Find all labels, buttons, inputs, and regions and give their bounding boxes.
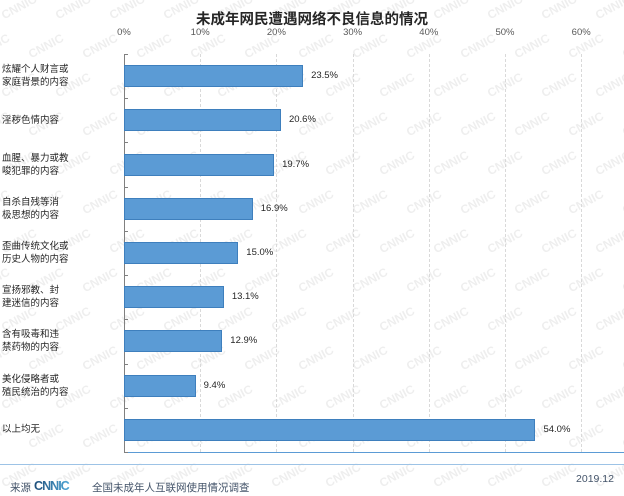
svg-text:CNNIC: CNNIC xyxy=(34,479,70,493)
